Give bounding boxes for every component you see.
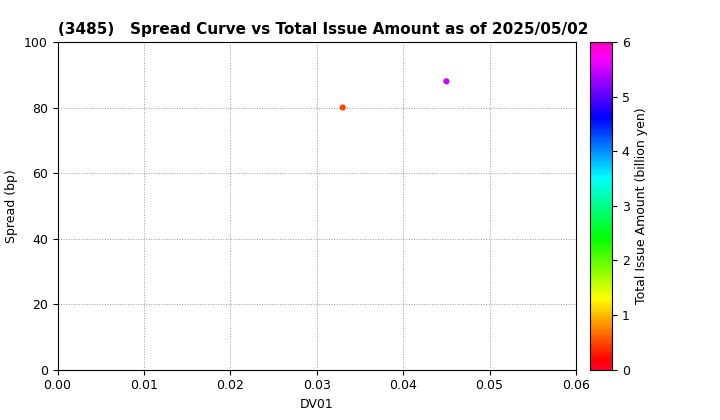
Point [441,78,452,85]
Point [337,104,348,111]
Y-axis label: Spread (bp): Spread (bp) [6,169,19,243]
Text: (3485)   Spread Curve vs Total Issue Amount as of 2025/05/02: (3485) Spread Curve vs Total Issue Amoun… [58,22,588,37]
Y-axis label: Total Issue Amount (billion yen): Total Issue Amount (billion yen) [635,108,648,304]
X-axis label: DV01: DV01 [300,398,333,411]
